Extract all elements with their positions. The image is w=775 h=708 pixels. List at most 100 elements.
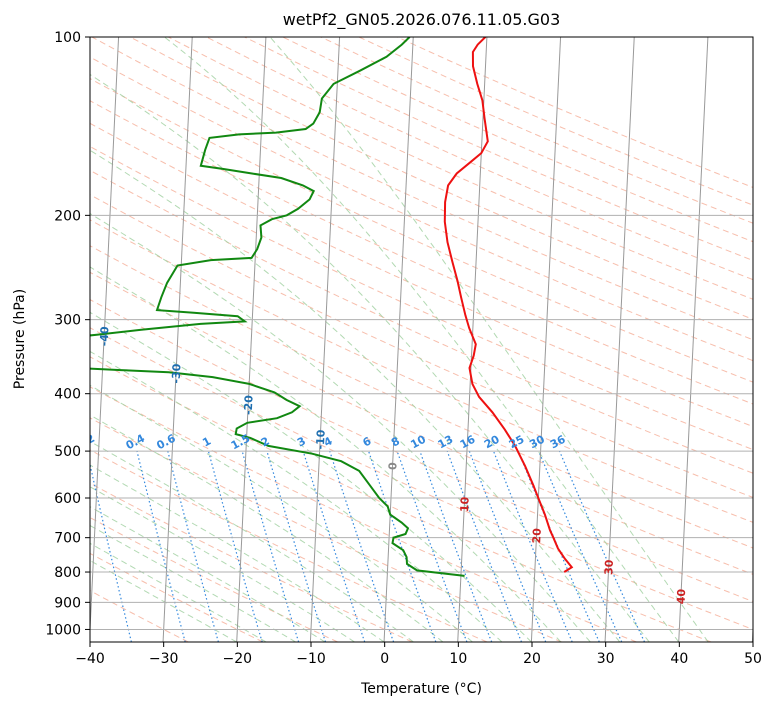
- y-axis-title: Pressure (hPa): [12, 289, 28, 389]
- dry-adiabat-line: [90, 590, 189, 642]
- mixing-ratio-line: [538, 450, 623, 642]
- x-tick-label: −30: [149, 651, 179, 667]
- mixing-ratio-line: [241, 450, 300, 642]
- profiles: [90, 37, 574, 577]
- isotherm-line: [678, 37, 709, 642]
- moist-adiabat-line: [90, 524, 296, 642]
- dry-adiabat-line: [91, 37, 753, 341]
- moist-adiabat-line: [90, 384, 473, 642]
- isotherms: [90, 37, 753, 642]
- x-tick-label: 30: [597, 651, 615, 667]
- moist-adiabat-line: [90, 350, 503, 642]
- mixing-ratio-line: [419, 450, 493, 642]
- isotherm-line: [90, 37, 120, 640]
- y-tick-label: 200: [54, 208, 81, 224]
- x-tick-label: −10: [296, 651, 326, 667]
- dry-adiabat-line: [90, 122, 753, 428]
- x-tick-label: 50: [744, 651, 762, 667]
- moist-adiabat-line: [90, 266, 562, 642]
- isobar-gridlines: [90, 37, 753, 630]
- x-axis: −40 −30 −20 −10 0 10 20 30 40 50: [75, 642, 762, 667]
- moist-adiabat-line: [269, 37, 709, 642]
- y-tick-label: 300: [54, 313, 81, 329]
- dry-adiabat-line: [90, 417, 562, 642]
- isotherm-label: -10: [314, 429, 328, 450]
- y-tick-label: 900: [54, 595, 81, 611]
- y-tick-label: 500: [54, 444, 81, 460]
- mixing-ratio-label: 20: [482, 432, 502, 451]
- temperature-profile-line: [443, 37, 574, 573]
- mixing-ratio-line: [90, 462, 132, 642]
- isotherm-line: [383, 37, 414, 642]
- x-tick-label: 20: [523, 651, 541, 667]
- x-tick-label: 40: [670, 651, 688, 667]
- isotherm-label: 0: [386, 462, 399, 471]
- x-tick-label: −40: [75, 651, 105, 667]
- mixing-ratio-label: 0.2: [74, 432, 97, 453]
- isotherm-label: -30: [170, 363, 184, 384]
- dry-adiabat-line: [90, 327, 753, 630]
- mixing-ratio-line: [468, 450, 547, 642]
- moist-adiabat-line: [90, 73, 650, 642]
- isotherm-label: -40: [98, 326, 112, 347]
- y-tick-label: 600: [54, 491, 81, 507]
- y-tick-label: 700: [54, 531, 81, 547]
- mixing-ratio-label: 36: [548, 433, 568, 452]
- mixing-ratio-line: [492, 450, 573, 642]
- y-axis: 100 200 300 400 500 600 700 800 900 1000: [45, 30, 90, 638]
- isotherm-line: [530, 37, 562, 642]
- mixing-ratio-line: [446, 450, 523, 642]
- mixing-ratio-label: 16: [458, 433, 478, 452]
- y-tick-label: 400: [54, 387, 81, 403]
- x-axis-title: Temperature (°C): [360, 681, 482, 697]
- mixing-ratio-line: [396, 450, 468, 642]
- moist-adiabat-line: [90, 311, 532, 642]
- y-tick-label: 100: [54, 30, 81, 46]
- isotherm-line: [457, 37, 488, 642]
- isotherm-line: [162, 37, 193, 642]
- x-tick-label: 10: [449, 651, 467, 667]
- moist-adiabat-line: [90, 149, 621, 642]
- dry-adiabat-line: [90, 449, 488, 642]
- moist-adiabat-line: [90, 542, 267, 642]
- isotherm-line: [604, 37, 635, 642]
- isotherm-label: -20: [242, 394, 256, 415]
- mixing-ratio-line: [136, 450, 186, 642]
- isotherm-line: [309, 37, 341, 642]
- y-tick-label: 1000: [45, 622, 81, 638]
- dry-adiabat-line: [90, 552, 264, 642]
- chart-title: wetPf2_GN05.2026.076.11.05.G03: [283, 10, 561, 30]
- moist-adiabat-line: [90, 440, 414, 642]
- x-tick-label: −20: [223, 651, 253, 667]
- mixing-ratio-label: 25: [507, 433, 527, 452]
- plot-frame: [89, 36, 754, 643]
- moist-adiabat-line: [164, 37, 680, 642]
- moist-adiabat-line: [90, 506, 326, 642]
- dry-adiabat-line: [90, 56, 753, 362]
- dry-adiabat-line: [90, 219, 753, 523]
- mixing-ratio-line: [368, 450, 437, 642]
- isotherm-label: 30: [602, 559, 616, 575]
- dry-adiabat-line: [90, 386, 637, 642]
- mixing-ratio-label: 30: [527, 432, 547, 451]
- moist-adiabats: [90, 37, 709, 642]
- mixing-ratio-label: 10: [408, 433, 428, 452]
- dewpoint-profile-line: [90, 37, 465, 577]
- dry-adiabat-line: [90, 356, 712, 642]
- isotherm-label: 10: [458, 496, 472, 512]
- x-tick-label: 0: [380, 651, 389, 667]
- moist-adiabat-line: [90, 212, 591, 642]
- mixing-ratio-line: [207, 450, 263, 642]
- y-tick-label: 800: [54, 565, 81, 581]
- isotherm-label: 20: [530, 528, 544, 544]
- mixing-ratio-line: [302, 450, 366, 642]
- mixing-ratio-label: 13: [436, 433, 456, 452]
- dry-adiabat-line: [168, 37, 753, 300]
- isotherm-label: 40: [674, 588, 688, 604]
- dry-adiabat-line: [90, 299, 753, 603]
- dry-adiabat-line: [90, 194, 753, 498]
- isotherm-line: [236, 37, 267, 642]
